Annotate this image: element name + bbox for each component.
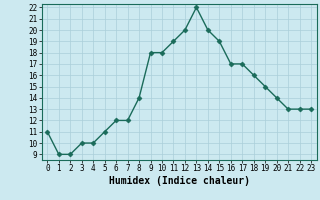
X-axis label: Humidex (Indice chaleur): Humidex (Indice chaleur) (109, 176, 250, 186)
